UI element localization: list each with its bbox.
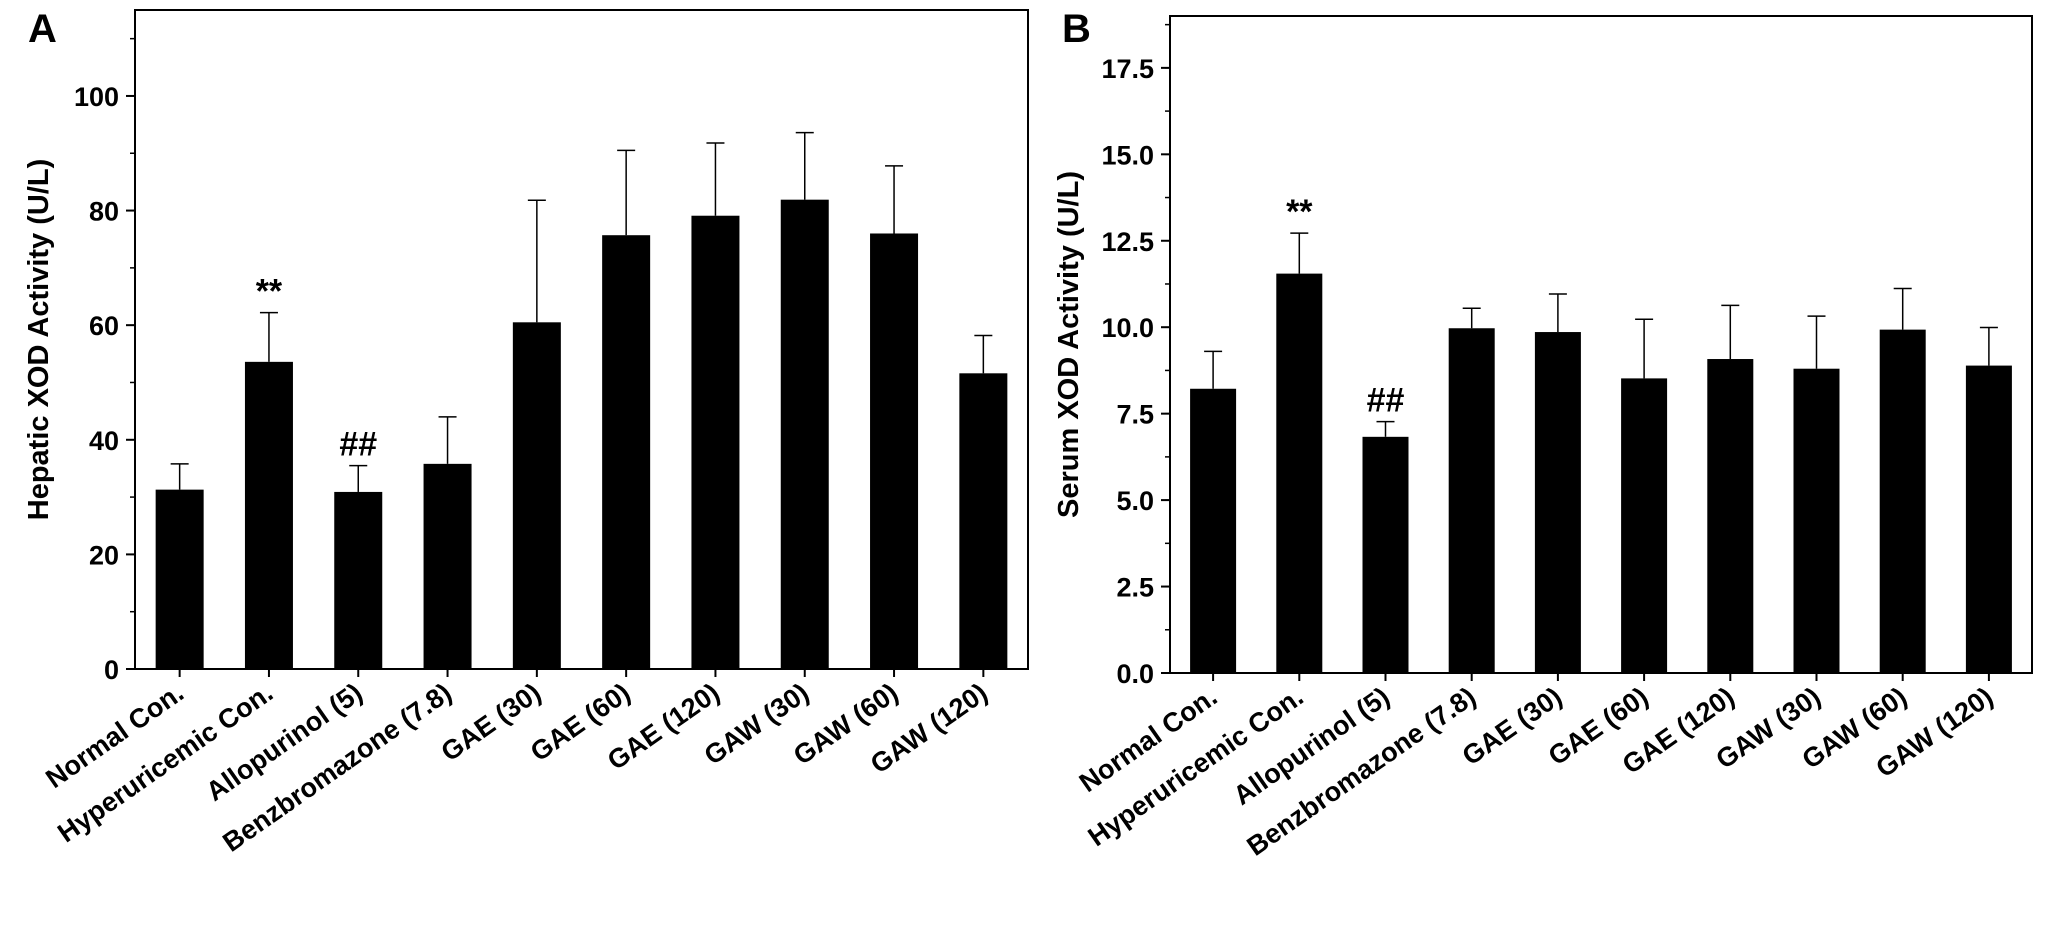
y-tick-label: 2.5: [1116, 573, 1154, 603]
panel-b: B Serum XOD Activity (U/L) ** ## 0.0 2.5 5.0 7.…: [1053, 7, 2033, 862]
bar: [1965, 365, 2012, 673]
bar: [155, 489, 204, 669]
significance-marker: **: [1286, 193, 1313, 231]
bar: [244, 361, 293, 669]
y-tick-label: 20: [89, 540, 119, 570]
y-tick-label: 80: [89, 197, 119, 227]
bar: [423, 463, 472, 669]
y-tick-label: 40: [89, 426, 119, 456]
bar: [334, 491, 383, 669]
y-tick-label: 5.0: [1116, 486, 1154, 516]
bar: [1621, 378, 1668, 673]
y-tick-label: 7.5: [1116, 400, 1154, 430]
significance-marker: ##: [339, 426, 377, 464]
y-tick-label: 12.5: [1101, 227, 1154, 257]
bar: [1793, 368, 1840, 673]
x-tick-label: GAE (30): [436, 677, 547, 767]
bar: [1448, 328, 1495, 673]
bar: [602, 235, 651, 669]
bar: [1276, 273, 1323, 673]
bar: [512, 322, 561, 669]
bar: [691, 215, 740, 670]
panel-label: A: [28, 7, 57, 51]
panel-a: A Hepatic XOD Activity (U/L) ** ## 0 20 40 60 80…: [23, 7, 1029, 858]
y-axis-title: Serum XOD Activity (U/L): [1053, 171, 1085, 518]
y-tick-label: 0.0: [1116, 659, 1154, 689]
bar: [870, 233, 919, 670]
bar: [1190, 388, 1237, 673]
y-tick-label: 60: [89, 311, 119, 341]
bar: [780, 199, 829, 669]
panel-label: B: [1062, 7, 1091, 51]
y-tick-label: 0: [104, 655, 119, 685]
bar: [1879, 329, 1926, 673]
bar: [1362, 436, 1409, 673]
plot-frame: [134, 9, 1029, 670]
y-tick-label: 15.0: [1101, 140, 1154, 170]
significance-marker: **: [256, 273, 283, 311]
y-tick-label: 17.5: [1101, 54, 1154, 84]
bar: [1534, 332, 1581, 673]
significance-marker: ##: [1367, 382, 1405, 420]
bar: [959, 373, 1008, 669]
y-tick-label: 100: [74, 82, 119, 112]
plot-frame: [1169, 15, 2033, 674]
bar: [1707, 359, 1754, 673]
y-axis-title: Hepatic XOD Activity (U/L): [23, 159, 55, 520]
y-tick-label: 10.0: [1101, 313, 1154, 343]
